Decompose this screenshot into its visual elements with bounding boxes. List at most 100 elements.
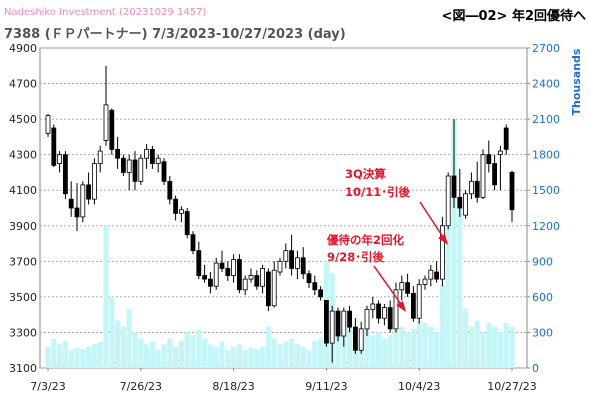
x-tick-label: 10/27/23: [487, 380, 536, 393]
candle-body: [86, 184, 91, 200]
volume-bar: [248, 347, 254, 368]
volume-bar: [399, 326, 405, 368]
candle-body: [248, 275, 254, 280]
candle-body: [294, 257, 300, 269]
volume-bar: [207, 344, 213, 368]
candle-body: [468, 180, 474, 195]
candle-body: [167, 180, 173, 200]
candle-body: [416, 284, 422, 319]
candle-body: [74, 207, 80, 218]
volume-bar: [439, 285, 445, 368]
y-tick-label: 3900: [9, 220, 37, 233]
volume-bar: [196, 330, 202, 368]
candle-body: [45, 115, 51, 134]
volume-bar: [103, 225, 109, 368]
volume-bar: [265, 326, 271, 368]
candle-body: [289, 250, 295, 269]
volume-bar: [468, 326, 474, 368]
y-tick-label: 3300: [9, 326, 37, 339]
volume-bar: [109, 296, 115, 368]
candle-body: [97, 150, 103, 164]
volume-bar: [503, 322, 509, 368]
volume-bar: [509, 326, 515, 368]
volume-bar: [497, 332, 503, 368]
volume-bar: [347, 320, 353, 368]
volume-bar: [57, 344, 63, 368]
candle-body: [196, 250, 202, 276]
arrowhead: [396, 301, 406, 312]
volume-bar: [271, 338, 277, 368]
volume-bar: [178, 340, 184, 368]
candle-body: [184, 211, 190, 236]
volume-bar: [242, 350, 248, 368]
y2-tick-label: 2100: [532, 113, 560, 126]
volume-bar: [120, 326, 126, 368]
volume-bar: [283, 341, 289, 368]
volume-bar: [68, 350, 74, 368]
volume-bar: [486, 322, 492, 368]
volume-bar: [289, 338, 295, 368]
candle-body: [364, 308, 370, 330]
candle-body: [399, 282, 405, 291]
volume-bar: [457, 208, 463, 368]
y-tick-label: 4700: [9, 78, 37, 91]
volume-bar: [126, 308, 132, 368]
candle-body: [207, 278, 213, 287]
y2-tick-label: 1500: [532, 184, 560, 197]
volume-bar: [492, 326, 498, 368]
volume-bar: [202, 338, 208, 368]
candle-body: [190, 234, 196, 252]
y2-tick-label: 1200: [532, 220, 560, 233]
candle-body: [329, 310, 335, 344]
candle-body: [347, 310, 353, 328]
y-tick-label: 4100: [9, 184, 37, 197]
annotation-layer: 3Q決算 10/11･引後 優待の年2回化 9/28･引後: [326, 167, 448, 312]
volume-bar: [236, 344, 242, 368]
candle-body: [265, 271, 271, 307]
arrow: [373, 265, 404, 308]
volume-bar: [219, 341, 225, 368]
candle-body: [318, 289, 324, 298]
candle-body: [144, 148, 150, 159]
candle-body: [260, 268, 266, 287]
volume-bar: [144, 344, 150, 368]
candle-body: [463, 193, 469, 216]
x-tick-label: 9/11/23: [305, 380, 347, 393]
candle-body: [335, 310, 341, 337]
candle-body: [457, 196, 463, 209]
candle-body: [376, 303, 382, 319]
volume-bar: [318, 338, 324, 368]
arrowhead: [438, 234, 448, 245]
candle-body: [121, 157, 126, 173]
candle-body: [57, 154, 62, 164]
volume-bar: [132, 332, 138, 368]
candle-body: [428, 269, 434, 280]
volume-bar: [376, 332, 382, 368]
volume-bar: [213, 346, 219, 368]
candle-body: [445, 175, 451, 227]
candle-body: [103, 104, 109, 141]
candle-body: [109, 109, 115, 150]
volume-bar: [422, 322, 428, 368]
volume-bar: [231, 346, 237, 368]
figure-label: <図―02> 年2回優待へ: [442, 8, 586, 24]
volume-bar: [445, 219, 451, 368]
candle-body: [480, 154, 486, 198]
volume-bar: [51, 338, 57, 368]
volume-bar: [80, 349, 86, 368]
y2-tick-label: 900: [532, 255, 553, 268]
volume-bar: [463, 308, 469, 368]
candle-body: [80, 184, 86, 218]
y-tick-label: 4500: [9, 113, 37, 126]
y2-tick-label: 300: [532, 326, 553, 339]
volume-bar: [312, 340, 318, 368]
candle-body: [387, 307, 393, 330]
volume-bar: [381, 338, 387, 368]
volume-bar: [434, 332, 440, 368]
candle-body: [271, 269, 277, 307]
candle-body: [300, 257, 306, 275]
y2-tick-label: 2400: [532, 78, 560, 91]
candle-body: [132, 159, 138, 182]
title: 7388 (ＦＰパートナー) 7/3/2023-10/27/2023 (day): [4, 27, 346, 42]
